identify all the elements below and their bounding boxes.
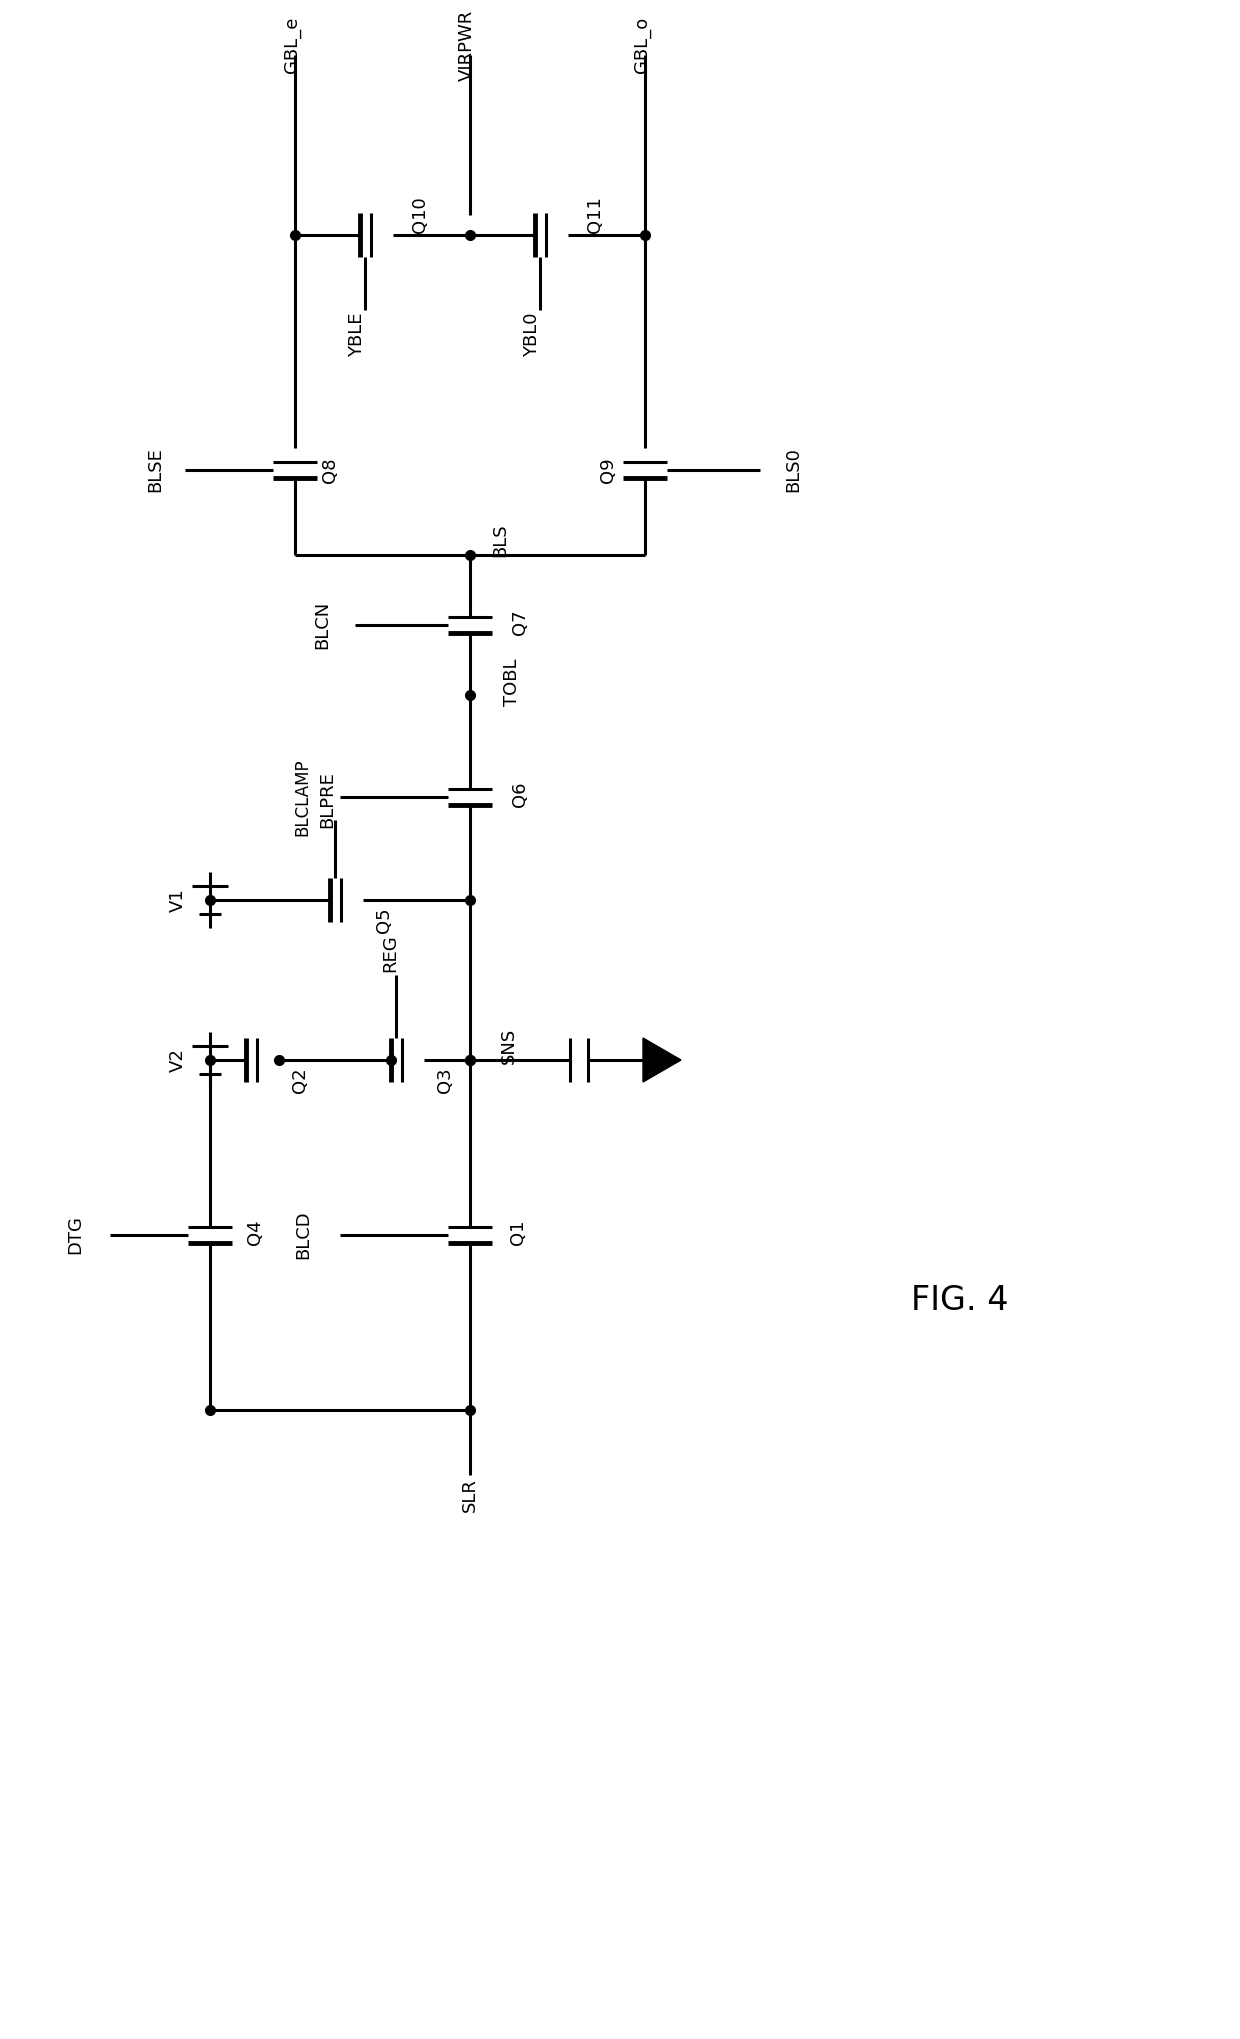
Text: DTG: DTG	[66, 1215, 84, 1254]
Text: REG: REG	[381, 934, 399, 973]
Text: Q2: Q2	[291, 1066, 309, 1093]
Text: BLS0: BLS0	[784, 449, 802, 493]
Polygon shape	[644, 1038, 681, 1083]
Text: Q8: Q8	[321, 457, 339, 483]
Text: BLPRE: BLPRE	[317, 771, 336, 828]
Text: Q5: Q5	[374, 907, 393, 932]
Text: BLS: BLS	[491, 524, 508, 557]
Text: GBL_o: GBL_o	[632, 16, 651, 73]
Text: V1: V1	[169, 889, 187, 911]
Text: GBL_e: GBL_e	[283, 16, 301, 73]
Text: BLCD: BLCD	[294, 1211, 312, 1260]
Text: BLSE: BLSE	[146, 449, 164, 493]
Text: YBLE: YBLE	[348, 312, 366, 357]
Text: Q7: Q7	[511, 610, 529, 634]
Text: Q10: Q10	[410, 196, 429, 232]
Text: V2: V2	[169, 1048, 187, 1073]
Text: Q4: Q4	[246, 1219, 264, 1246]
Text: Q3: Q3	[436, 1066, 454, 1093]
Text: BLCLAMP: BLCLAMP	[293, 759, 311, 836]
Text: FIG. 4: FIG. 4	[911, 1283, 1009, 1317]
Text: TOBL: TOBL	[503, 659, 521, 705]
Text: Q6: Q6	[511, 781, 529, 807]
Text: VIRPWR: VIRPWR	[458, 10, 476, 82]
Text: Q1: Q1	[508, 1219, 527, 1244]
Text: SLR: SLR	[461, 1478, 479, 1513]
Text: SNS: SNS	[500, 1028, 518, 1064]
Text: Q11: Q11	[587, 196, 604, 232]
Text: YBL0: YBL0	[523, 312, 541, 357]
Text: Q9: Q9	[599, 457, 618, 483]
Text: BLCN: BLCN	[312, 602, 331, 648]
